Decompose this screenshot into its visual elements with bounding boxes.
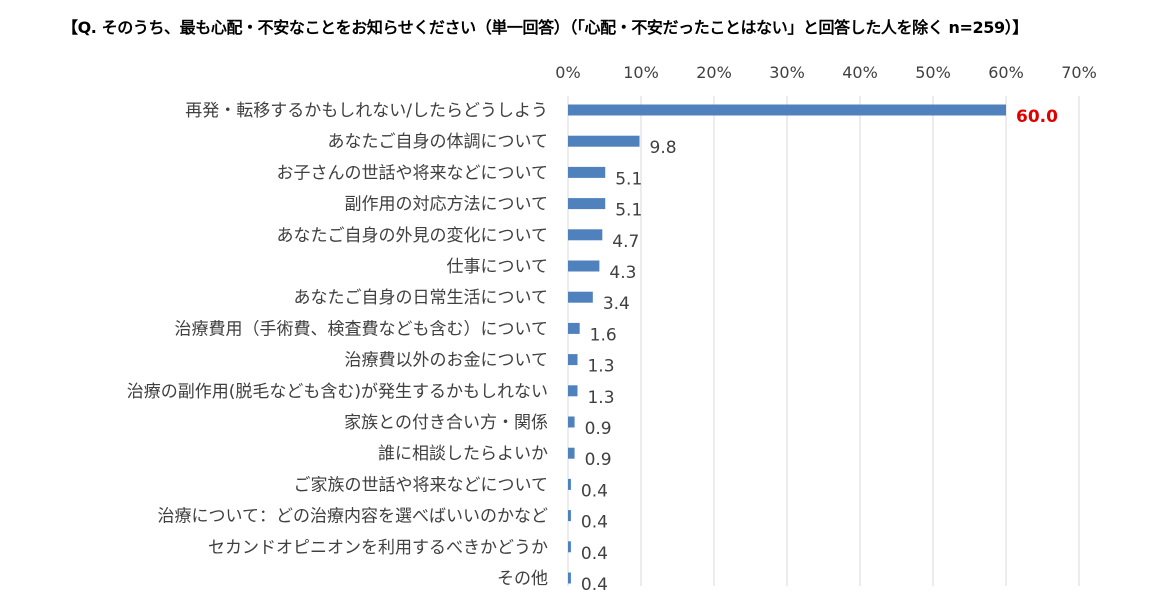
data-label: 5.1 [615,201,642,221]
x-tick-label: 20% [696,63,732,82]
category-label: セカンドオピニオンを利用するべきかどうか [208,538,548,558]
x-axis-ticks: 0% 10% 20% 30% 40% 50% 60% 70% [555,63,1096,82]
bar [568,510,571,522]
category-label: 副作用の対応方法について [345,195,549,215]
category-label: 治療について：どの治療内容を選べばいいのかなど [158,507,549,527]
category-labels: 再発・転移するかもしれない/したらどうしようあなたご自身の体調についてお子さんの… [127,101,548,589]
bar [568,478,571,490]
bar [568,229,603,241]
bar [568,447,575,459]
category-label: あなたご自身の体調について [328,132,549,152]
bar [568,572,571,584]
data-label: 1.3 [587,388,614,408]
data-label: 0.4 [581,481,608,501]
data-label: 5.1 [615,169,642,189]
x-tick-label: 10% [623,63,659,82]
x-tick-label: 70% [1061,63,1097,82]
category-label: お子さんの世話や将来などについて [277,163,549,183]
bar [568,354,578,366]
category-label: ご家族の世話や将来などについて [294,475,549,495]
x-tick-label: 0% [555,63,580,82]
category-label: その他 [497,569,548,589]
bar [568,135,640,147]
bar [568,322,580,334]
bar [568,198,606,210]
category-label: あなたご自身の日常生活について [294,288,549,308]
data-label: 4.3 [609,263,636,283]
gridlines [567,96,1080,586]
x-tick-label: 60% [988,63,1024,82]
category-label: 再発・転移するかもしれない/したらどうしよう [185,101,548,121]
data-label: 60.0 [1016,107,1058,127]
value-labels: 60.0 9.8 5.1 5.1 4.7 4.3 3.4 1.6 1.3 1.3 0.9 0.9 0.4… [581,107,1058,595]
bars [568,104,1006,584]
data-label: 0.9 [585,450,612,470]
category-label: 治療費以外のお金について [345,351,549,371]
x-tick-label: 40% [842,63,878,82]
category-label: 家族との付き合い方・関係 [344,413,548,433]
category-label: 誰に相談したらよいか [378,444,548,464]
category-label: 治療の副作用(脱毛なども含む)が発生するかもしれない [127,382,548,402]
data-label: 0.9 [585,419,612,439]
data-label: 0.4 [581,575,608,595]
category-label: 治療費用（手術費、検査費なども含む）について [175,319,549,339]
chart-title: 【Q. そのうち、最も心配・不安なことをお知らせください（単一回答）（「心配・不… [62,18,1028,37]
x-tick-label: 30% [769,63,805,82]
x-tick-label: 50% [915,63,951,82]
bar [568,166,606,178]
data-label: 0.4 [581,544,608,564]
data-label: 0.4 [581,513,608,533]
data-label: 1.6 [590,325,617,345]
category-label: あなたご自身の外見の変化について [277,226,549,246]
bar [568,291,593,303]
data-label: 3.4 [603,294,630,314]
data-label: 1.3 [587,357,614,377]
bar [568,260,600,272]
bar [568,416,575,428]
bar [568,541,571,553]
data-label: 9.8 [650,138,677,158]
bar [568,385,578,397]
category-label: 仕事について [447,257,549,277]
bar [568,104,1006,116]
data-label: 4.7 [612,232,639,252]
